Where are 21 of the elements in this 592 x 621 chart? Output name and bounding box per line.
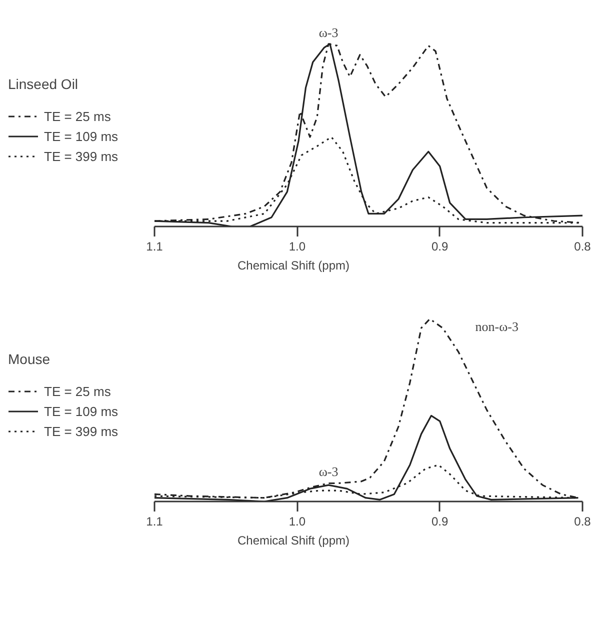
- x-tick-label: 0.8: [574, 240, 592, 254]
- annotation: ω-3: [318, 24, 338, 40]
- x-tick-label: 0.8: [574, 514, 592, 528]
- legend-label: TE = 25 ms: [44, 384, 111, 398]
- legend-label: TE = 399 ms: [44, 424, 118, 438]
- annotation: ω-3: [318, 464, 338, 480]
- legend-title: Linseed Oil: [8, 76, 80, 92]
- x-tick-label: 1.0: [288, 514, 306, 528]
- legend-title: Mouse: [8, 351, 52, 367]
- x-tick-label: 1.0: [288, 240, 306, 254]
- x-tick-label: 1.1: [146, 240, 164, 254]
- legend-label: TE = 109 ms: [44, 128, 118, 144]
- x-axis-title: Chemical Shift (ppm): [237, 258, 350, 272]
- x-tick-label: 1.1: [146, 514, 164, 528]
- x-tick-label: 0.9: [431, 514, 448, 528]
- annotation: non-ω-3: [475, 318, 519, 334]
- legend-label: TE = 25 ms: [44, 108, 111, 124]
- legend-label: TE = 109 ms: [44, 404, 118, 418]
- x-tick-label: 0.9: [431, 240, 448, 254]
- legend-label: TE = 399 ms: [44, 148, 118, 164]
- x-axis-title: Chemical Shift (ppm): [237, 534, 350, 548]
